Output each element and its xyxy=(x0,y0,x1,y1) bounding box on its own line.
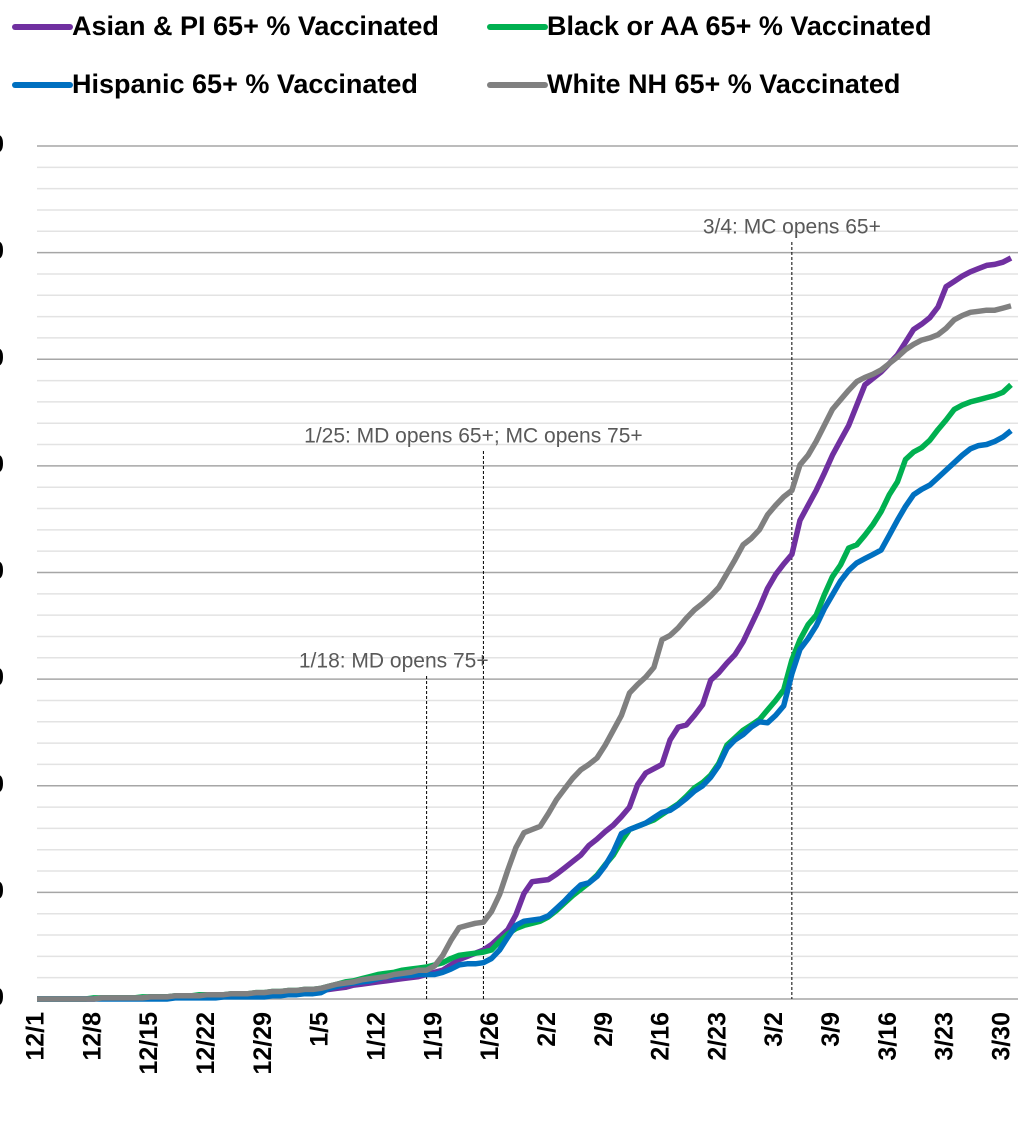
x-tick-label: 2/2 xyxy=(533,1012,561,1047)
series-line xyxy=(37,382,1013,1002)
x-tick-label: 2/9 xyxy=(590,1012,618,1047)
y-tick-label: 50 xyxy=(0,450,4,478)
x-tick-label: 1/26 xyxy=(476,1012,504,1061)
y-tick-label: 10 xyxy=(0,877,4,905)
y-tick-label: 80 xyxy=(0,131,4,159)
annotation: 1/25: MD opens 65+; MC opens 75+ xyxy=(304,425,643,448)
legend-label: Asian & PI 65+ % Vaccinated xyxy=(72,11,439,41)
annotation: 3/4: MC opens 65+ xyxy=(703,216,881,239)
x-tick-label: 3/9 xyxy=(817,1012,845,1047)
x-tick-label: 1/5 xyxy=(306,1012,334,1047)
y-tick-label: 30 xyxy=(0,664,4,692)
x-tick-label: 3/30 xyxy=(987,1012,1015,1061)
legend-label: White NH 65+ % Vaccinated xyxy=(547,69,900,99)
x-tick-label: 12/22 xyxy=(192,1012,220,1075)
x-tick-label: 12/8 xyxy=(78,1012,106,1061)
legend-label: Hispanic 65+ % Vaccinated xyxy=(72,69,418,99)
x-tick-label: 3/2 xyxy=(760,1012,788,1047)
y-tick-label: 20 xyxy=(0,770,4,798)
series-line xyxy=(37,255,1013,1002)
x-tick-label: 3/23 xyxy=(931,1012,959,1061)
x-tick-label: 2/16 xyxy=(647,1012,675,1061)
x-tick-label: 3/16 xyxy=(874,1012,902,1061)
x-tick-label: 1/12 xyxy=(363,1012,391,1061)
y-tick-label: 70 xyxy=(0,237,4,265)
x-tick-label: 2/23 xyxy=(703,1012,731,1061)
y-tick-label: 0 xyxy=(0,984,4,1012)
legend-label: Black or AA 65+ % Vaccinated xyxy=(547,11,931,41)
series-line xyxy=(37,303,1012,1002)
x-tick-label: 12/15 xyxy=(135,1012,163,1075)
annotation: 1/18: MD opens 75+ xyxy=(299,650,489,673)
x-tick-label: 12/1 xyxy=(22,1012,50,1061)
x-tick-label: 1/19 xyxy=(419,1012,447,1061)
y-tick-label: 60 xyxy=(0,344,4,372)
y-tick-label: 40 xyxy=(0,557,4,585)
x-tick-label: 12/29 xyxy=(249,1012,277,1075)
